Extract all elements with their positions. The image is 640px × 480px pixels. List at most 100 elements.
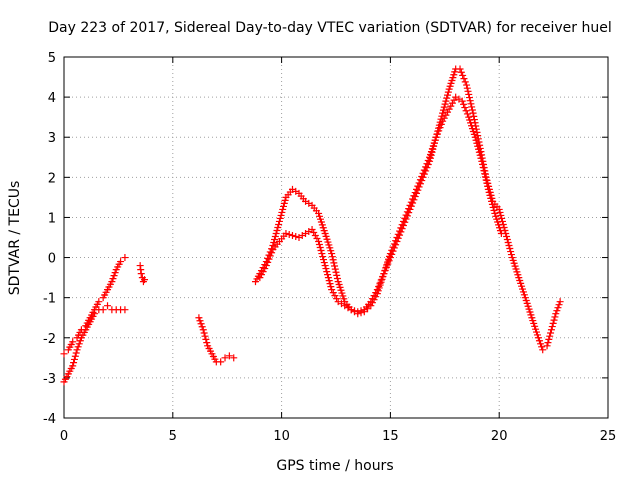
data-point-fill	[440, 114, 448, 122]
data-point-fill	[497, 211, 505, 219]
data-point-fill	[551, 313, 559, 321]
data-point-fill	[488, 200, 496, 208]
data-point-fill	[420, 166, 428, 174]
data-point-fill	[416, 176, 424, 184]
data-point	[543, 342, 551, 350]
data-point-fill	[444, 91, 452, 99]
y-tick-label: 3	[48, 131, 56, 146]
data-point-fill	[476, 151, 484, 159]
data-point	[262, 262, 270, 270]
data-point	[432, 133, 440, 141]
data-point-fill	[423, 160, 431, 168]
chart-title: Day 223 of 2017, Sidereal Day-to-day VTE…	[48, 20, 611, 36]
x-tick-label: 0	[60, 429, 68, 444]
data-point	[275, 217, 283, 225]
data-point-fill	[329, 256, 337, 264]
data-point	[77, 326, 85, 334]
data-point-fill	[333, 275, 341, 283]
data-point-fill	[475, 148, 483, 156]
data-point-fill	[402, 211, 410, 219]
data-point-fill	[459, 71, 467, 79]
data-point-fill	[396, 227, 404, 235]
data-point	[104, 302, 112, 310]
data-point-fill	[376, 279, 384, 287]
y-tick-label: 5	[48, 51, 56, 66]
data-point-fill	[482, 176, 490, 184]
data-point-fill	[72, 349, 80, 357]
data-point	[445, 105, 453, 113]
data-point-fill	[498, 214, 506, 222]
data-point-fill	[71, 352, 79, 360]
x-tick-label: 15	[382, 429, 399, 444]
data-point	[315, 238, 323, 246]
y-tick-label: -3	[43, 372, 56, 387]
data-point-fill	[483, 179, 491, 187]
data-point	[484, 185, 492, 193]
data-point	[367, 298, 375, 306]
data-point	[282, 229, 290, 237]
data-point	[539, 346, 547, 354]
data-point-fill	[479, 160, 487, 168]
x-axis-label: GPS time / hours	[276, 458, 393, 474]
y-tick-label: 4	[48, 91, 56, 106]
data-point	[108, 278, 116, 286]
data-point-fill	[503, 232, 511, 240]
data-point	[495, 205, 503, 213]
data-point-fill	[200, 329, 208, 337]
data-point-fill	[70, 359, 78, 367]
data-point-fill	[377, 276, 385, 284]
data-point-fill	[506, 245, 514, 253]
data-point	[393, 234, 401, 241]
data-point-fill	[444, 88, 452, 96]
axis-ticks: 0 5 10 15 20 25 -4 -3 -2 -1 0 1 2 3 4 5	[43, 51, 616, 444]
data-point-fill	[319, 253, 327, 261]
data-point-fill	[407, 198, 415, 206]
data-point-fill	[479, 164, 487, 172]
data-point-fill	[311, 231, 319, 239]
data-point-fill	[480, 167, 488, 175]
data-point-fill	[350, 307, 358, 315]
data-point-fill	[368, 295, 376, 303]
y-tick-label: 0	[48, 252, 56, 267]
data-point-fill	[474, 142, 482, 150]
data-point	[117, 258, 125, 266]
data-point-fill	[422, 163, 430, 171]
data-point-fill	[488, 197, 496, 205]
y-tick-label: 2	[48, 171, 56, 186]
data-point	[73, 346, 81, 354]
y-tick-label: -4	[43, 412, 56, 427]
data-point	[121, 306, 129, 314]
data-point-fill	[457, 68, 465, 76]
data-point-fill	[468, 106, 476, 114]
data-point-fill	[414, 182, 422, 190]
grid-lines	[64, 57, 608, 418]
data-point-fill	[292, 232, 300, 240]
data-point-fill	[331, 265, 339, 273]
data-point-fill	[553, 307, 561, 315]
data-point-fill	[266, 252, 274, 260]
data-point-fill	[548, 323, 556, 331]
data-point-fill	[466, 97, 474, 105]
data-point-fill	[333, 271, 341, 279]
data-point-fill	[439, 106, 447, 114]
data-point-fill	[375, 282, 383, 290]
y-axis-label: SDTVAR / TECUs	[7, 181, 23, 296]
data-point-fill	[389, 243, 397, 251]
data-point-fill	[398, 221, 406, 229]
data-point-fill	[468, 103, 476, 111]
data-point-fill	[440, 103, 448, 111]
data-point-fill	[538, 343, 546, 351]
data-point	[471, 133, 479, 141]
data-point-fill	[392, 237, 400, 245]
data-point	[419, 169, 427, 177]
data-point-fill	[318, 250, 326, 258]
data-point-fill	[279, 205, 287, 213]
data-point	[406, 201, 414, 209]
data-point-fill	[379, 273, 387, 281]
data-point	[399, 217, 407, 225]
data-point	[221, 354, 229, 362]
data-point	[308, 225, 316, 233]
data-point-fill	[410, 192, 418, 200]
data-point	[328, 286, 336, 294]
plot-frame	[63, 56, 609, 419]
